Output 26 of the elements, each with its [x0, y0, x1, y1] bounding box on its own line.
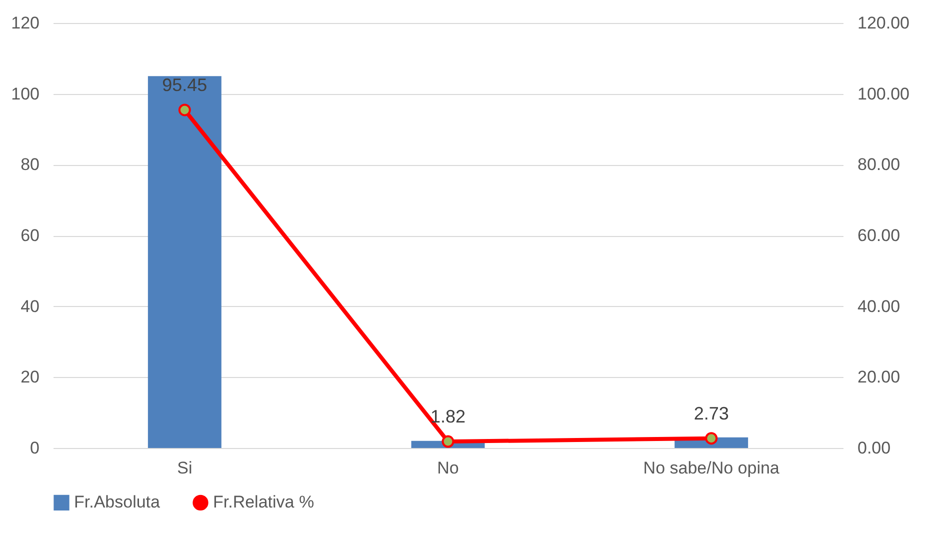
y-tick-label: 40 [20, 296, 40, 316]
data-label: 95.45 [162, 74, 208, 95]
y-tick-label: 20 [20, 368, 40, 387]
y-tick-label: 120 [11, 14, 40, 32]
point [705, 432, 718, 445]
y-tick-label: 80 [20, 155, 40, 174]
legend-label: Fr.Relativa % [213, 492, 314, 512]
y2-tick-label: 20.00 [858, 368, 900, 387]
y2-tick-label: 80.00 [858, 155, 900, 174]
point [442, 435, 454, 448]
y2-tick-label: 120.00 [858, 14, 910, 32]
x-tick-label: No [437, 458, 459, 478]
data-label: 2.73 [694, 403, 729, 424]
y2-tick-label: 40.00 [858, 296, 900, 316]
data-label: 1.82 [430, 406, 466, 427]
y2-tick-label: 60.00 [858, 226, 900, 245]
y2-tick-label: 100.00 [858, 84, 910, 104]
y-tick-label: 60 [20, 226, 40, 245]
y-tick-label: 0 [30, 438, 40, 458]
x-tick-label: Si [177, 458, 192, 478]
point [178, 104, 191, 116]
legend-label: Fr.Absoluta [74, 492, 161, 512]
y2-tick-label: 0.00 [858, 438, 891, 458]
x-tick-label: No sabe/No opina [643, 458, 780, 478]
y-tick-label: 100 [11, 84, 40, 104]
bar [148, 76, 222, 448]
